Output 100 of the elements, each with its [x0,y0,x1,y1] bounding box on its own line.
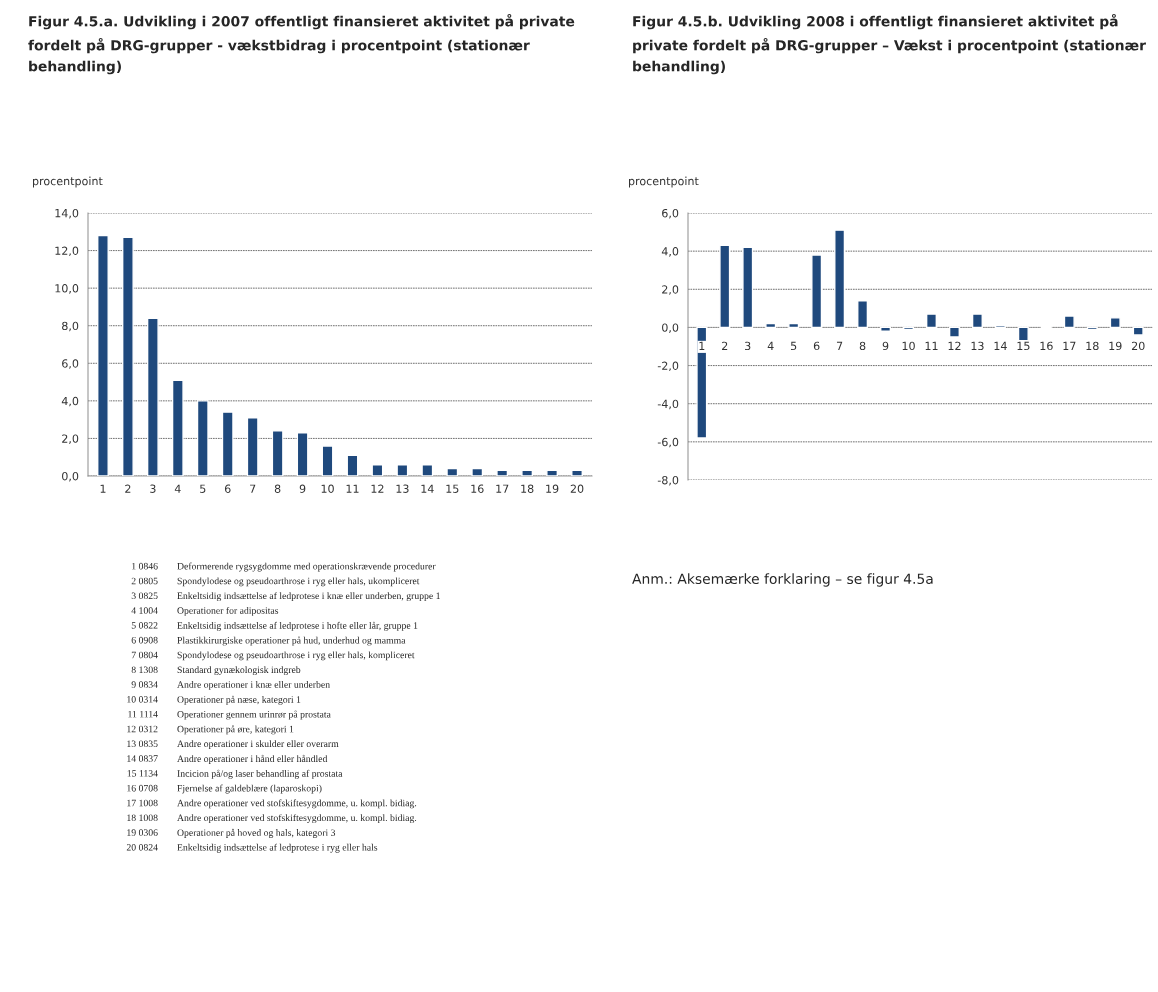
bar [1109,317,1121,329]
y-tick-label: 6,0 [62,359,79,369]
bar [811,254,823,329]
text: 1 0846 Deformerende rygsygdomme med operationskrævende procedurer [132,562,436,572]
bar [834,229,846,329]
y-tick-label: 12,0 [55,246,79,257]
x-tick-label: 19 [546,484,559,493]
bar [765,322,777,329]
x-tick-label: 1 [100,484,106,493]
x-tick-label: 7 [250,484,256,493]
x-tick-label: 6 [813,341,820,351]
bar [571,469,583,476]
text: 3 0825 Enkeltsidig indsættelse af ledprotese i knæ eller underben, gruppe 1 [131,592,440,602]
bar [880,326,892,332]
x-tick-label: 15 [1017,341,1030,351]
x-tick-label: 6 [224,484,231,493]
bar [546,469,559,476]
y-tick-label: 8,0 [62,321,79,332]
y-tick-label: 2,0 [62,434,79,444]
x-tick-label: 16 [1040,341,1053,351]
x-tick-label: 7 [836,341,843,350]
bar [948,326,960,338]
bar [857,300,869,329]
x-tick-label: 19 [1109,341,1122,351]
x-tick-label: 1 [699,341,705,350]
x-tick-label: 20 [570,484,584,493]
text: 19 0306 Operationer på hoved og hals, kategori 3 [127,828,336,838]
x-tick-label: 11 [346,484,359,493]
text: 10 0314 Operationer på næse, kategori 1 [127,695,301,705]
x-tick-label: 18 [1086,341,1099,351]
bar [742,246,754,329]
bar [719,244,731,329]
bar [521,469,534,476]
bar [271,430,284,476]
bar [1063,315,1075,329]
x-tick-label: 14 [994,341,1007,350]
x-tick-label: 8 [859,341,866,351]
x-tick-label: 5 [200,484,206,493]
x-tick-label: 13 [971,341,984,351]
bar [496,469,509,476]
y-tick-label: 10,0 [55,284,79,294]
x-tick-label: 8 [274,484,281,493]
bar [1132,326,1144,336]
x-tick-label: 3 [150,484,156,493]
bar [246,417,259,476]
x-tick-label: 12 [371,484,384,493]
y-tick-label: 6,0 [662,208,679,219]
y-tick-label: 0,0 [662,323,679,333]
text: Anm.: Aksemærke forklaring – se figur 4.5a [632,573,933,587]
text: 6 0908 Plastikkirurgiske operationer på hud, underhud og mamma [131,636,406,646]
text: 14 0837 Andre operationer i hånd eller håndled [127,754,328,764]
bar [346,454,359,476]
bar [971,313,983,329]
y-tick-label: -4,0 [657,399,679,410]
bar [121,236,134,476]
text: 16 0708 Fjernelse af galdeblære (laparoskopi) [127,784,322,794]
bar [471,467,484,476]
x-tick-label: 10 [321,484,334,493]
x-tick-label: 9 [882,341,889,351]
x-tick-label: 15 [446,484,459,493]
text: 11 1114 Operationer gennem urinrør på prostata [128,710,331,720]
bar [788,322,800,329]
x-tick-label: 5 [790,341,797,351]
y-tick-label: 0,0 [62,471,79,482]
x-tick-label: 2 [722,341,728,350]
text: 15 1134 Incicion på/og laser behandling af prostata [127,769,343,779]
bar [296,432,309,476]
chart-title: Figur 4.5.b. Udvikling 2008 i offentligt finansieret aktivitet på private fordelt på DRG-grupper – Vækst i procentpoint (stationær behandling) [633,14,1146,75]
x-tick-label: 16 [471,484,484,493]
y-tick-label: 4,0 [661,247,679,257]
text: 9 0834 Andre operationer i knæ eller underben [131,680,330,690]
x-tick-label: 18 [521,484,534,493]
bar [171,379,184,476]
x-tick-label: 4 [174,484,181,493]
bar [371,464,384,476]
y-axis-title: procentpoint [629,176,699,188]
x-tick-label: 9 [299,484,306,493]
y-axis-title: procentpoint [33,176,103,188]
bar [421,464,434,476]
text: 17 1008 Andre operationer ved stofskiftesygdomme, u. kompl. bidiag. [127,799,417,809]
x-tick-label: 17 [1063,341,1076,350]
bar [196,400,209,476]
bar [1017,326,1029,342]
x-tick-label: 12 [948,341,961,350]
x-tick-label: 20 [1131,341,1145,351]
bar [221,411,234,476]
y-tick-label: 2,0 [662,285,679,295]
x-tick-label: 13 [396,484,409,493]
text: 4 1004 Operationer for adipositas [131,606,279,616]
text: 8 1308 Standard gynækologisk indgreb [131,666,301,676]
y-tick-label: -2,0 [657,361,679,372]
y-tick-label: -8,0 [657,475,679,486]
bar [396,464,409,476]
x-tick-label: 17 [496,484,509,493]
y-tick-label: 4,0 [61,396,79,407]
y-tick-label: -6,0 [657,437,679,448]
x-tick-label: 3 [745,341,751,351]
x-tick-label: 4 [767,341,774,350]
bar [97,234,109,476]
x-tick-label: 14 [421,484,434,493]
